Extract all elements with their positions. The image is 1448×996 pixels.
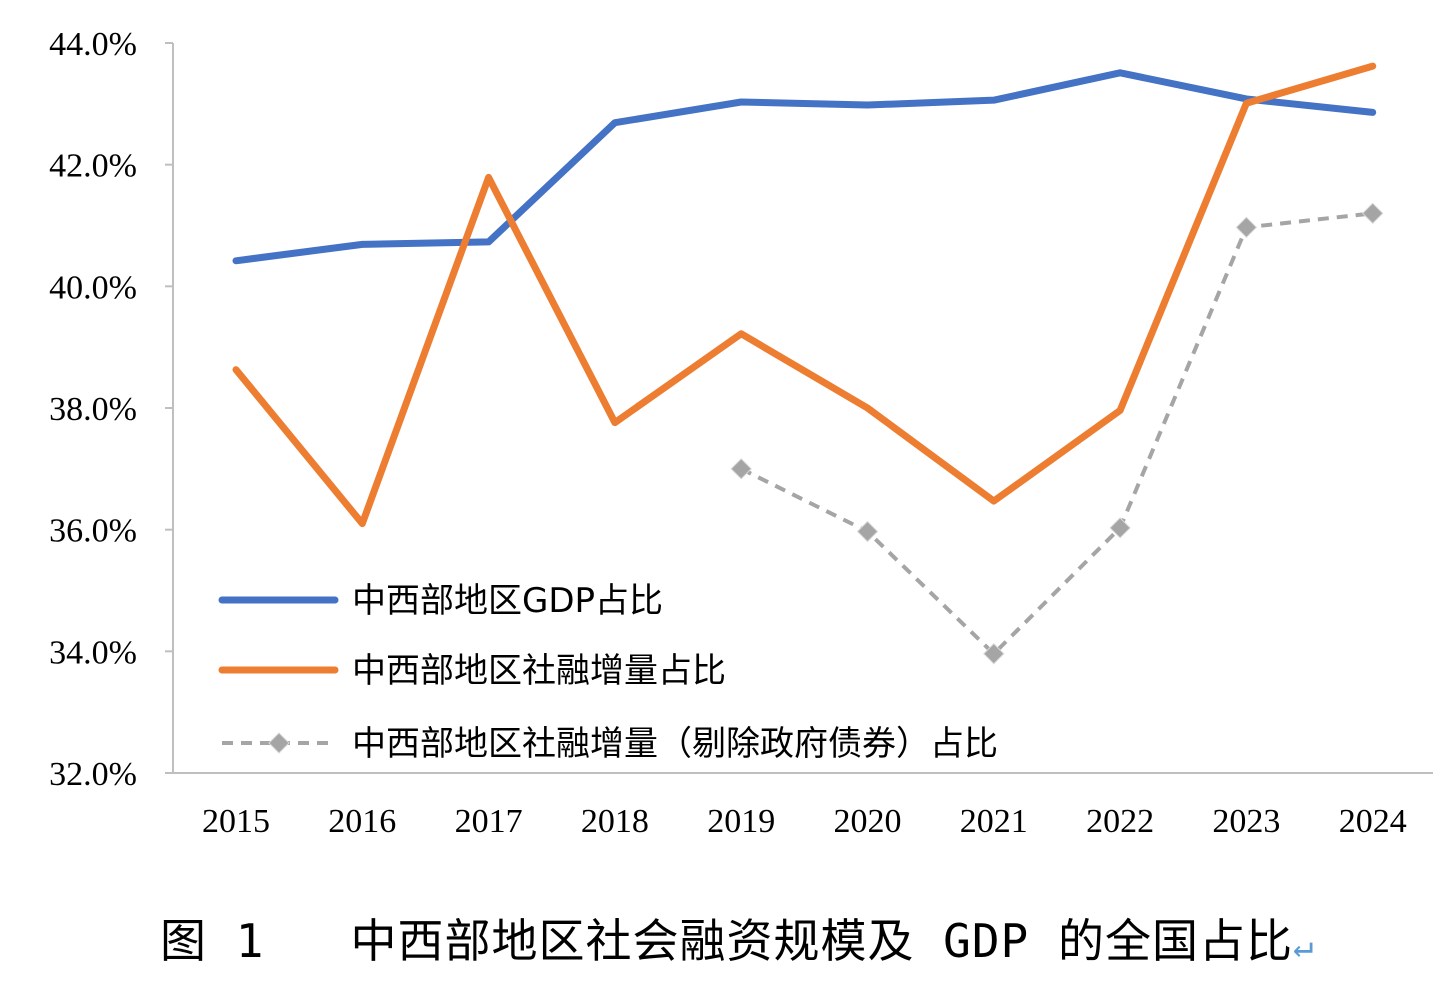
legend-item-3: 中西部地区社融增量（剔除政府债券）占比	[222, 724, 998, 764]
legend-item-1: 中西部地区GDP占比	[218, 581, 663, 621]
data-point-marker	[1361, 202, 1384, 225]
series-line-2	[232, 62, 1377, 528]
x-tick-label: 2019	[707, 803, 775, 840]
series-3	[730, 202, 1384, 665]
series-line-1	[232, 69, 1377, 265]
series-2	[232, 62, 1377, 528]
data-point-marker	[983, 643, 1005, 665]
series-1	[232, 69, 1377, 265]
y-tick-label: 32.0%	[49, 756, 137, 793]
data-point-marker	[1109, 517, 1131, 539]
x-tick-label: 2016	[328, 803, 396, 840]
x-tick-label: 2023	[1212, 803, 1280, 840]
figure-caption: 图 1 中西部地区社会融资规模及 GDP 的全国占比↵	[160, 905, 1314, 971]
caption-text: 图 1 中西部地区社会融资规模及 GDP 的全国占比	[160, 914, 1293, 968]
data-point-marker	[1235, 216, 1258, 239]
data-point-marker	[730, 458, 752, 480]
legend-label: 中西部地区GDP占比	[352, 581, 663, 621]
series-line-3	[740, 211, 1373, 656]
legend-item-2: 中西部地区社融增量占比	[218, 651, 726, 691]
data-point-marker	[856, 520, 879, 543]
x-tick-labels: 2015 2016 2017 2018 2019 2020 2021 2022 2023 2024	[202, 803, 1407, 840]
y-tick-label: 38.0%	[49, 391, 137, 428]
return-mark-icon: ↵	[1292, 926, 1315, 966]
legend-label: 中西部地区社融增量（剔除政府债券）占比	[352, 724, 998, 764]
x-tick-label: 2017	[455, 803, 523, 840]
series-layer	[232, 62, 1384, 665]
x-tick-label: 2015	[202, 803, 270, 840]
y-tick-label: 42.0%	[49, 148, 137, 185]
y-tick-label: 40.0%	[49, 269, 137, 306]
legend-diamond-icon	[268, 732, 290, 754]
legend-label: 中西部地区社融增量占比	[352, 651, 726, 691]
y-tick-label: 34.0%	[49, 634, 137, 671]
x-tick-label: 2021	[960, 803, 1028, 840]
x-tick-label: 2024	[1339, 803, 1407, 840]
x-tick-label: 2018	[581, 803, 649, 840]
x-tick-label: 2020	[834, 803, 902, 840]
line-chart: 32.0% 34.0% 36.0% 38.0% 40.0% 42.0% 44.0% 2015…	[49, 26, 1433, 840]
x-tick-label: 2022	[1086, 803, 1154, 840]
y-tick-label: 44.0%	[49, 26, 137, 63]
y-tick-labels: 32.0% 34.0% 36.0% 38.0% 40.0% 42.0% 44.0%	[49, 26, 173, 793]
y-tick-label: 36.0%	[49, 513, 137, 550]
